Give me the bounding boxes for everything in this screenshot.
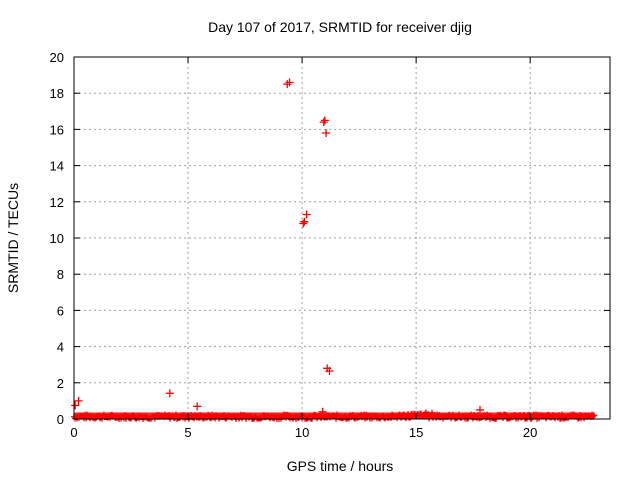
data-point <box>322 129 331 138</box>
y-tick-label: 14 <box>50 159 64 174</box>
data-point <box>475 405 484 414</box>
y-tick-label: 12 <box>50 195 64 210</box>
x-tick-label: 15 <box>409 425 423 440</box>
data-point <box>285 78 294 87</box>
data-point <box>300 217 309 226</box>
data-point <box>302 210 311 219</box>
data-points <box>71 78 484 416</box>
y-tick-label: 8 <box>57 267 64 282</box>
data-point <box>319 118 328 127</box>
y-tick-label: 16 <box>50 122 64 137</box>
y-axis-label: SRMTID / TECUs <box>5 183 21 293</box>
y-tick-label: 2 <box>57 376 64 391</box>
chart-title: Day 107 of 2017, SRMTID for receiver dji… <box>208 19 472 35</box>
y-tick-label: 4 <box>57 340 64 355</box>
x-tick-label: 10 <box>295 425 309 440</box>
data-point <box>71 401 80 410</box>
data-point <box>325 367 334 376</box>
y-tick-label: 18 <box>50 86 64 101</box>
x-tick-label: 20 <box>523 425 537 440</box>
baseline-band <box>71 409 598 422</box>
data-point <box>320 116 329 125</box>
axis-ticks: 0 5 10 15 20 0 2 4 6 8 10 12 14 16 18 20 <box>50 50 610 440</box>
y-tick-label: 10 <box>50 231 64 246</box>
y-tick-label: 6 <box>57 303 64 318</box>
data-point <box>193 402 202 411</box>
data-point <box>165 389 174 398</box>
data-point <box>299 219 308 228</box>
data-point <box>318 407 327 416</box>
y-tick-label: 20 <box>50 50 64 65</box>
x-tick-label: 0 <box>70 425 77 440</box>
band-fill <box>74 412 595 419</box>
x-tick-label: 5 <box>184 425 191 440</box>
x-axis-label: GPS time / hours <box>287 458 394 474</box>
y-tick-label: 0 <box>57 412 64 427</box>
data-point <box>74 396 83 405</box>
grid-lines <box>74 57 610 419</box>
